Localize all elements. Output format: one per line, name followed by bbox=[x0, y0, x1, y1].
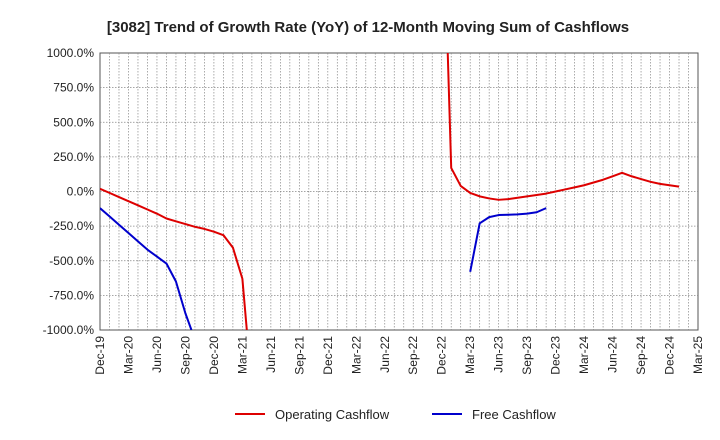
x-tick-label: Sep-21 bbox=[292, 336, 306, 375]
y-tick-label: 0.0% bbox=[67, 185, 95, 199]
x-tick-label: Sep-23 bbox=[520, 336, 534, 375]
y-tick-label: -750.0% bbox=[49, 288, 94, 302]
chart-title: [3082] Trend of Growth Rate (YoY) of 12-… bbox=[107, 19, 629, 36]
series-line-operating-cashflow-segment-1 bbox=[100, 187, 248, 330]
y-tick-label: 750.0% bbox=[53, 81, 94, 95]
x-tick-label: Jun-23 bbox=[492, 336, 506, 373]
x-tick-label: Jun-24 bbox=[606, 336, 620, 373]
x-tick-label: Jun-21 bbox=[264, 336, 278, 373]
x-tick-label: Mar-21 bbox=[235, 336, 249, 374]
y-tick-label: 250.0% bbox=[53, 150, 94, 164]
series-line-operating-cashflow-segment-2 bbox=[446, 53, 680, 201]
x-tick-label: Dec-21 bbox=[321, 336, 335, 375]
x-tick-label: Dec-24 bbox=[663, 336, 677, 375]
legend-label-free-cashflow: Free Cashflow bbox=[472, 407, 556, 422]
y-tick-label: -1000.0% bbox=[43, 323, 95, 337]
y-tick-label: 500.0% bbox=[53, 115, 94, 129]
y-tick-label: -250.0% bbox=[49, 219, 94, 233]
y-tick-label: 1000.0% bbox=[47, 46, 95, 60]
x-tick-label: Dec-20 bbox=[207, 336, 221, 375]
x-tick-label: Dec-22 bbox=[435, 336, 449, 375]
x-tick-label: Sep-20 bbox=[178, 336, 192, 375]
grid-layer bbox=[99, 52, 699, 331]
series-line-free-cashflow-segment-1 bbox=[100, 207, 193, 330]
x-tick-label: Jun-22 bbox=[378, 336, 392, 373]
x-tick-label: Mar-22 bbox=[349, 336, 363, 374]
legend: Operating Cashflow Free Cashflow bbox=[235, 407, 556, 422]
series-line-free-cashflow-segment-2 bbox=[469, 207, 547, 273]
axis-layer: 1000.0% 750.0% 500.0% 250.0% 0.0% -250.0% -500… bbox=[43, 46, 705, 375]
series-layer bbox=[100, 53, 680, 330]
y-tick-label: -500.0% bbox=[49, 254, 94, 268]
x-tick-label: Dec-19 bbox=[93, 336, 107, 375]
x-tick-label: Mar-24 bbox=[577, 336, 591, 374]
x-tick-label: Mar-20 bbox=[121, 336, 135, 374]
x-tick-label: Sep-24 bbox=[634, 336, 648, 375]
x-tick-label: Mar-23 bbox=[463, 336, 477, 374]
x-tick-label: Sep-22 bbox=[406, 336, 420, 375]
x-tick-label: Dec-23 bbox=[549, 336, 563, 375]
legend-label-operating-cashflow: Operating Cashflow bbox=[275, 407, 390, 422]
x-tick-label: Jun-20 bbox=[150, 336, 164, 373]
x-tick-label: Mar-25 bbox=[691, 336, 705, 374]
